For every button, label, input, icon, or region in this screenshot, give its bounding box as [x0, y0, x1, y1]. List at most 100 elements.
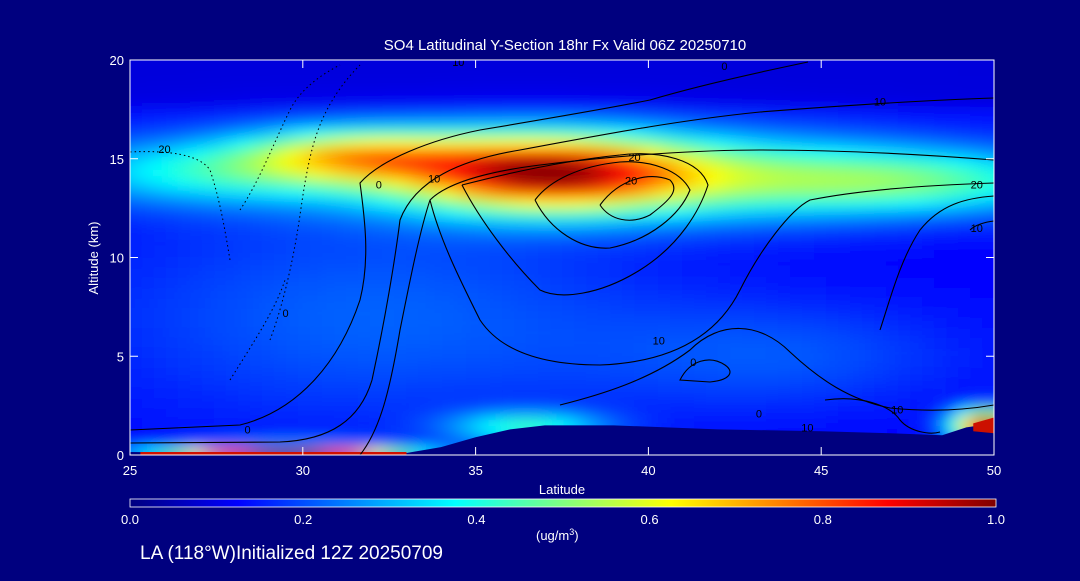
field-cell [562, 238, 575, 249]
field-cell [574, 378, 587, 389]
field-cell [778, 358, 791, 369]
field-cell [514, 208, 527, 219]
field-cell [658, 368, 671, 379]
field-cell [478, 158, 491, 169]
field-cell [814, 60, 827, 69]
field-cell [346, 98, 359, 109]
field-cell [898, 388, 911, 399]
field-cell [370, 338, 383, 349]
field-cell [418, 378, 431, 389]
field-cell [382, 358, 395, 369]
field-cell [130, 378, 143, 389]
field-cell [682, 168, 695, 179]
field-cell [370, 298, 383, 309]
field-cell [502, 188, 515, 199]
contour-line-dashed [130, 151, 231, 261]
field-cell [610, 368, 623, 379]
field-cell [934, 218, 947, 229]
field-cell [202, 328, 215, 339]
field-cell [310, 348, 323, 359]
field-cell [370, 418, 383, 429]
field-cell [814, 288, 827, 299]
field-cell [610, 148, 623, 159]
field-cell [970, 78, 983, 89]
field-cell [574, 338, 587, 349]
field-cell [358, 408, 371, 419]
field-cell [382, 60, 395, 69]
field-cell [622, 328, 635, 339]
field-cell [178, 378, 191, 389]
field-cell [730, 228, 743, 239]
field-cell [418, 228, 431, 239]
y-axis-label: Altitude (km) [86, 222, 101, 295]
field-cell [850, 368, 863, 379]
field-cell [994, 428, 1007, 439]
field-cell [814, 408, 827, 419]
field-cell [322, 348, 335, 359]
x-tick-label: 50 [987, 463, 1001, 478]
field-cell [934, 338, 947, 349]
field-cell [574, 458, 587, 469]
field-cell [274, 98, 287, 109]
field-cell [130, 248, 143, 259]
field-cell [490, 148, 503, 159]
field-cell [826, 288, 839, 299]
field-cell [958, 308, 971, 319]
field-cell [490, 418, 503, 429]
field-cell [694, 218, 707, 229]
field-cell [718, 148, 731, 159]
field-cell [994, 258, 1007, 269]
field-cell [502, 138, 515, 149]
field-cell [994, 348, 1007, 359]
field-cell [730, 188, 743, 199]
field-cell [850, 288, 863, 299]
field-cell [274, 238, 287, 249]
field-cell [694, 108, 707, 119]
field-cell [238, 138, 251, 149]
field-cell [682, 238, 695, 249]
field-cell [514, 298, 527, 309]
field-cell [394, 88, 407, 99]
field-cell [250, 78, 263, 89]
field-cell [814, 68, 827, 79]
field-cell [634, 398, 647, 409]
field-cell [454, 178, 467, 189]
field-cell [670, 108, 683, 119]
field-cell [526, 308, 539, 319]
field-cell [526, 268, 539, 279]
field-cell [742, 388, 755, 399]
field-cell [730, 98, 743, 109]
field-cell [250, 88, 263, 99]
field-cell [742, 358, 755, 369]
field-cell [610, 348, 623, 359]
field-cell [190, 448, 203, 455]
field-cell [358, 108, 371, 119]
field-cell [970, 328, 983, 339]
field-cell [466, 178, 479, 189]
field-cell [562, 138, 575, 149]
field-cell [742, 238, 755, 249]
field-cell [466, 388, 479, 399]
field-cell [250, 198, 263, 209]
field-cell [886, 258, 899, 269]
field-cell [862, 158, 875, 169]
field-cell [514, 378, 527, 389]
field-cell [286, 98, 299, 109]
field-cell [694, 328, 707, 339]
field-cell [574, 328, 587, 339]
field-cell [142, 348, 155, 359]
field-cell [514, 458, 527, 469]
contour-label: 0 [721, 61, 727, 73]
field-cell [970, 88, 983, 99]
field-cell [298, 318, 311, 329]
field-cell [334, 378, 347, 389]
field-cell [250, 218, 263, 229]
field-cell [526, 158, 539, 169]
field-cell [166, 68, 179, 79]
field-cell [442, 218, 455, 229]
field-cell [550, 288, 563, 299]
field-cell [358, 128, 371, 139]
field-cell [154, 338, 167, 349]
field-cell [838, 328, 851, 339]
